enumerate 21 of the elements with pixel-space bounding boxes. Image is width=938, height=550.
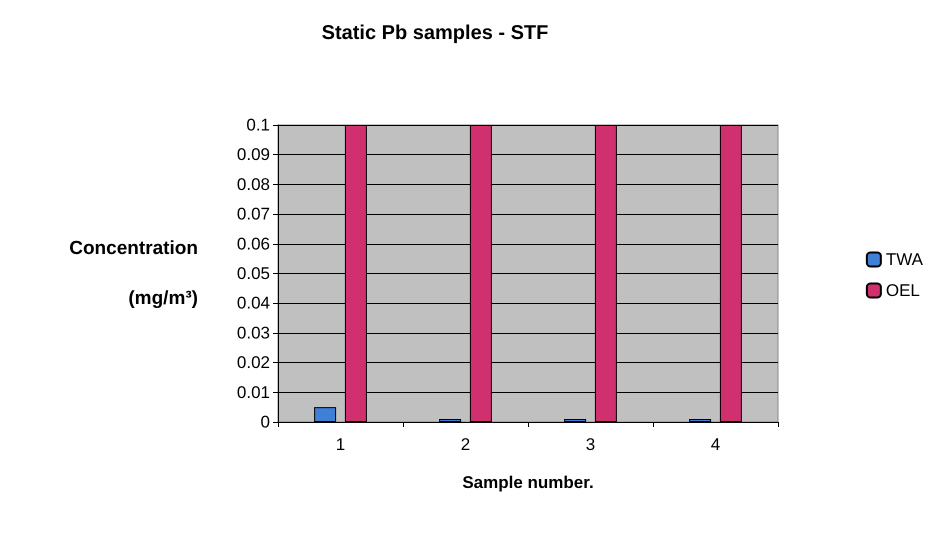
y-tick-label: 0.05 <box>236 264 270 283</box>
legend-label: TWA <box>886 250 924 269</box>
bar <box>314 407 336 422</box>
y-tick-label: 0.1 <box>246 116 270 134</box>
x-tick-label: 3 <box>586 435 596 454</box>
y-tick-label: 0.06 <box>236 234 270 254</box>
y-tick-label: 0.01 <box>236 382 270 402</box>
y-tick-label: 0.08 <box>236 174 270 194</box>
x-tick-label: 2 <box>460 435 470 454</box>
y-tick-label: 0.03 <box>236 323 270 342</box>
legend-label: OEL <box>886 281 920 300</box>
chart-title: Static Pb samples - STF <box>322 22 548 44</box>
text: Concentration (mg/m³) <box>69 238 198 309</box>
x-axis-title: Sample number. <box>462 473 594 492</box>
y-tick-label: 0.02 <box>236 353 270 372</box>
x-tick-label: 1 <box>336 435 346 454</box>
y-tick-label: 0 <box>260 412 270 432</box>
y-tick-label: 0.04 <box>236 294 270 313</box>
y-tick-label: 0.09 <box>236 145 270 164</box>
x-tick-label: 4 <box>710 435 720 454</box>
y-tick-label: 0.07 <box>236 204 270 224</box>
